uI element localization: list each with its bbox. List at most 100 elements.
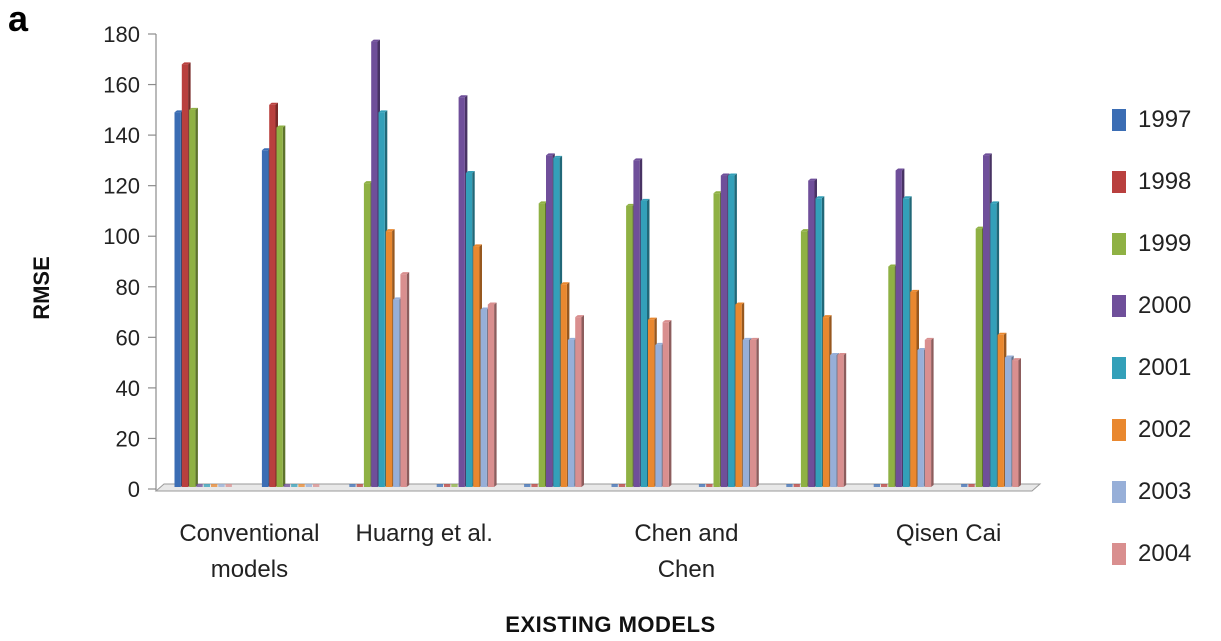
bar: [990, 203, 997, 487]
bar-top: [815, 196, 825, 199]
bar-top: [917, 347, 927, 350]
bar: [713, 193, 720, 487]
bar-top: [276, 125, 286, 128]
bar: [567, 339, 575, 487]
legend-item: 2002: [1112, 416, 1192, 443]
x-category-label: Chen: [658, 556, 715, 583]
bar: [793, 484, 800, 487]
bar: [706, 484, 713, 487]
bar-side: [1018, 358, 1021, 487]
bar-top: [800, 229, 810, 232]
bar: [924, 339, 932, 487]
panel-label: a: [8, 0, 29, 39]
bar: [174, 112, 181, 487]
bar-side: [756, 337, 759, 487]
bar: [575, 317, 582, 487]
bar-top: [393, 297, 402, 300]
x-category-label: Qisen Cai: [896, 520, 1001, 547]
bar: [363, 183, 371, 487]
bar: [189, 109, 196, 487]
bar: [837, 355, 844, 487]
bar: [393, 299, 400, 487]
legend-swatch: [1112, 295, 1126, 317]
bar-side: [282, 125, 286, 488]
bar-top: [1012, 358, 1021, 361]
bar-top: [975, 226, 985, 229]
y-tick-label: 40: [116, 376, 140, 401]
legend-label: 2004: [1138, 540, 1192, 567]
bar-top: [480, 307, 490, 310]
bar-top: [400, 272, 410, 275]
bar: [458, 97, 465, 487]
legend-label: 2000: [1138, 292, 1192, 319]
bar-top: [830, 353, 839, 356]
y-tick-label: 0: [128, 477, 140, 502]
bar: [211, 484, 218, 487]
bar: [487, 304, 495, 487]
bar: [225, 484, 232, 487]
tick-labels: 0 20 40 60 80 100 120 140 160 180 Conventional mode…: [103, 22, 1001, 583]
legend-item: 2000: [1112, 292, 1192, 319]
legend-swatch: [1112, 109, 1126, 131]
bar: [276, 127, 283, 488]
bar: [698, 484, 706, 487]
bar: [269, 104, 276, 488]
bar-top: [720, 173, 730, 176]
bar: [662, 322, 669, 487]
bar-top: [560, 282, 570, 285]
bar-top: [662, 320, 672, 323]
bar: [1012, 360, 1019, 487]
bar: [808, 180, 815, 487]
legend-item: 2001: [1112, 354, 1192, 381]
bar: [633, 160, 640, 487]
bar-top: [713, 191, 723, 194]
y-tick-label: 80: [116, 275, 140, 300]
bar: [997, 334, 1004, 487]
bar-side: [195, 107, 198, 487]
bar: [560, 284, 567, 487]
bar-top: [633, 158, 643, 161]
bar: [881, 484, 888, 487]
bar: [385, 231, 393, 487]
bar: [291, 484, 298, 487]
bar-top: [648, 317, 657, 320]
bar: [626, 205, 633, 487]
bar-top: [655, 342, 665, 345]
bar: [451, 484, 458, 487]
legend-label: 2002: [1138, 416, 1192, 443]
legend-item: 1997: [1112, 106, 1192, 133]
bar: [975, 228, 982, 487]
legend-label: 1998: [1138, 168, 1192, 195]
bar-side: [581, 315, 584, 487]
bar: [349, 484, 356, 487]
bar-top: [983, 153, 992, 156]
bar: [728, 175, 735, 488]
legend-item: 2003: [1112, 478, 1191, 505]
bar-top: [385, 229, 395, 232]
bar: [538, 203, 545, 487]
legend-label: 1999: [1138, 230, 1192, 257]
bar: [371, 41, 378, 487]
bar: [815, 198, 822, 488]
bar-top: [371, 39, 380, 42]
bar: [196, 484, 203, 487]
bar-top: [735, 302, 745, 305]
bar-top: [640, 198, 650, 201]
y-tick-label: 100: [103, 224, 140, 249]
bar-side: [668, 320, 672, 487]
legend-swatch: [1112, 543, 1126, 565]
bar: [203, 484, 210, 487]
bar-top: [888, 264, 898, 267]
bar: [902, 198, 910, 488]
legend-label: 1997: [1138, 106, 1192, 133]
legend-label: 2001: [1138, 354, 1192, 381]
bar-top: [728, 173, 737, 176]
legend-swatch: [1112, 171, 1126, 193]
bar: [735, 304, 742, 487]
bar-top: [742, 337, 752, 340]
legend-item: 2004: [1112, 540, 1192, 567]
bar: [786, 484, 793, 487]
bar-top: [1004, 355, 1014, 358]
bar: [742, 339, 749, 487]
bar: [546, 155, 553, 488]
